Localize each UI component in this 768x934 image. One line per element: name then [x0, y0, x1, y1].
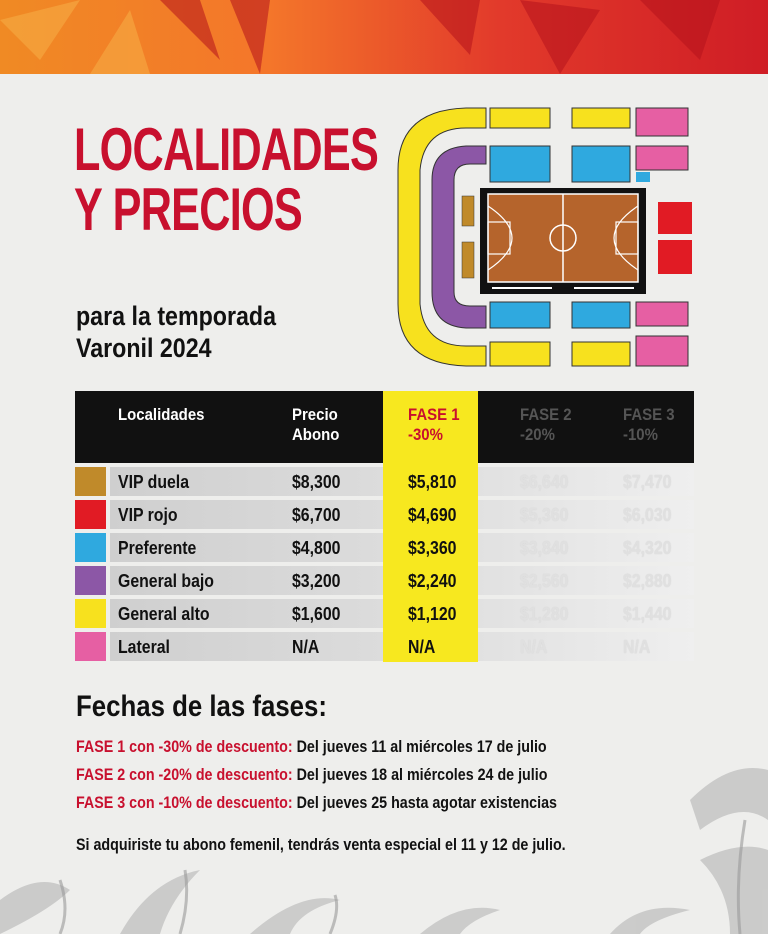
fase-date-line: FASE 3 con -10% de descuento: Del jueves… — [76, 793, 557, 813]
cell-fase3: N/A — [623, 637, 651, 657]
cell-fase3: $4,320 — [623, 538, 672, 558]
fase1-cell-highlight — [383, 566, 478, 595]
section-color-swatch — [75, 566, 106, 595]
courtside-seats — [492, 287, 634, 289]
arena-seating-map — [397, 107, 692, 367]
table-row: General bajo $3,200 $2,240 $2,560 $2,880 — [75, 566, 694, 595]
top-banner — [0, 0, 768, 74]
fase1-header-highlight — [383, 391, 478, 463]
cell-fase3: $6,030 — [623, 505, 672, 525]
table-row: VIP duela $8,300 $5,810 $6,640 $7,470 — [75, 467, 694, 496]
fase-date-line: FASE 1 con -30% de descuento: Del jueves… — [76, 737, 547, 757]
fase1-cell-highlight — [383, 467, 478, 496]
section-color-swatch — [75, 533, 106, 562]
vip-rojo-sections — [658, 202, 692, 274]
femenil-note: Si adquiriste tu abono femenil, tendrás … — [76, 835, 566, 854]
cell-localidad: Lateral — [118, 637, 170, 657]
cell-fase1: $4,690 — [408, 505, 457, 525]
cell-localidad: General bajo — [118, 571, 214, 591]
subtitle-line-1: para la temporada — [76, 301, 277, 331]
fechas-title: Fechas de las fases: — [76, 690, 327, 723]
cell-precio-abono: $1,600 — [292, 604, 341, 624]
cell-fase2: $5,360 — [520, 505, 569, 525]
cell-fase2: $2,560 — [520, 571, 569, 591]
header-fase1: FASE 1 -30% — [408, 405, 460, 444]
wheelchair-icon — [636, 172, 650, 182]
cell-fase1: $2,240 — [408, 571, 457, 591]
cell-fase2: $6,640 — [520, 472, 569, 492]
cell-localidad: Preferente — [118, 538, 197, 558]
cell-localidad: VIP duela — [118, 472, 190, 492]
section-color-swatch — [75, 500, 106, 529]
vip-duela-sections — [461, 195, 475, 279]
page-title: LOCALIDADES Y PRECIOS — [74, 116, 379, 243]
cell-fase1: $1,120 — [408, 604, 457, 624]
fase1-cell-highlight — [383, 500, 478, 529]
cell-fase1: $3,360 — [408, 538, 457, 558]
cell-precio-abono: $4,800 — [292, 538, 341, 558]
table-row: Lateral N/A N/A N/A N/A — [75, 632, 694, 661]
fase-dates: Del jueves 18 al miércoles 24 de julio — [296, 765, 548, 784]
subtitle-line-2: Varonil 2024 — [76, 333, 212, 363]
cell-fase1: N/A — [408, 637, 436, 657]
fase-dates: Del jueves 25 hasta agotar existencias — [296, 793, 557, 812]
cell-fase2: N/A — [520, 637, 548, 657]
fase-label: FASE 1 con -30% de descuento: — [76, 737, 293, 756]
fase-dates: Del jueves 11 al miércoles 17 de julio — [296, 737, 547, 756]
table-row: VIP rojo $6,700 $4,690 $5,360 $6,030 — [75, 500, 694, 529]
section-color-swatch — [75, 632, 106, 661]
cell-fase2: $3,840 — [520, 538, 569, 558]
price-table: Localidades Precio Abono FASE 1 -30% FAS… — [75, 391, 694, 662]
table-row: Preferente $4,800 $3,360 $3,840 $4,320 — [75, 533, 694, 562]
cell-precio-abono: $6,700 — [292, 505, 341, 525]
cell-localidad: VIP rojo — [118, 505, 178, 525]
header-fase2: FASE 2 -20% — [520, 405, 572, 444]
fase1-cell-highlight — [383, 599, 478, 628]
cell-fase1: $5,810 — [408, 472, 457, 492]
cell-fase3: $1,440 — [623, 604, 672, 624]
cell-precio-abono: N/A — [292, 637, 320, 657]
general-alto-section-outer — [397, 107, 487, 367]
fase1-cell-highlight — [383, 533, 478, 562]
general-alto-top-blocks — [489, 107, 631, 367]
lateral-sections — [635, 107, 689, 367]
palm-leaves-decoration — [0, 0, 720, 74]
cell-localidad: General alto — [118, 604, 210, 624]
page-subtitle: para la temporada Varonil 2024 — [76, 300, 276, 364]
fase-label: FASE 3 con -10% de descuento: — [76, 793, 293, 812]
general-bajo-section — [431, 145, 487, 329]
title-line-1: LOCALIDADES — [74, 116, 379, 183]
table-header: Localidades Precio Abono FASE 1 -30% FAS… — [75, 391, 694, 463]
header-precio-abono: Precio Abono — [292, 405, 340, 444]
cell-precio-abono: $8,300 — [292, 472, 341, 492]
section-color-swatch — [75, 467, 106, 496]
title-line-2: Y PRECIOS — [74, 176, 303, 243]
fase1-cell-highlight — [383, 632, 478, 661]
cell-fase3: $7,470 — [623, 472, 672, 492]
preferente-sections — [489, 145, 631, 329]
cell-fase2: $1,280 — [520, 604, 569, 624]
cell-fase3: $2,880 — [623, 571, 672, 591]
section-color-swatch — [75, 599, 106, 628]
fase-label: FASE 2 con -20% de descuento: — [76, 765, 293, 784]
header-localidades: Localidades — [118, 405, 205, 424]
fase-date-line: FASE 2 con -20% de descuento: Del jueves… — [76, 765, 547, 785]
table-row: General alto $1,600 $1,120 $1,280 $1,440 — [75, 599, 694, 628]
cell-precio-abono: $3,200 — [292, 571, 341, 591]
header-fase3: FASE 3 -10% — [623, 405, 675, 444]
